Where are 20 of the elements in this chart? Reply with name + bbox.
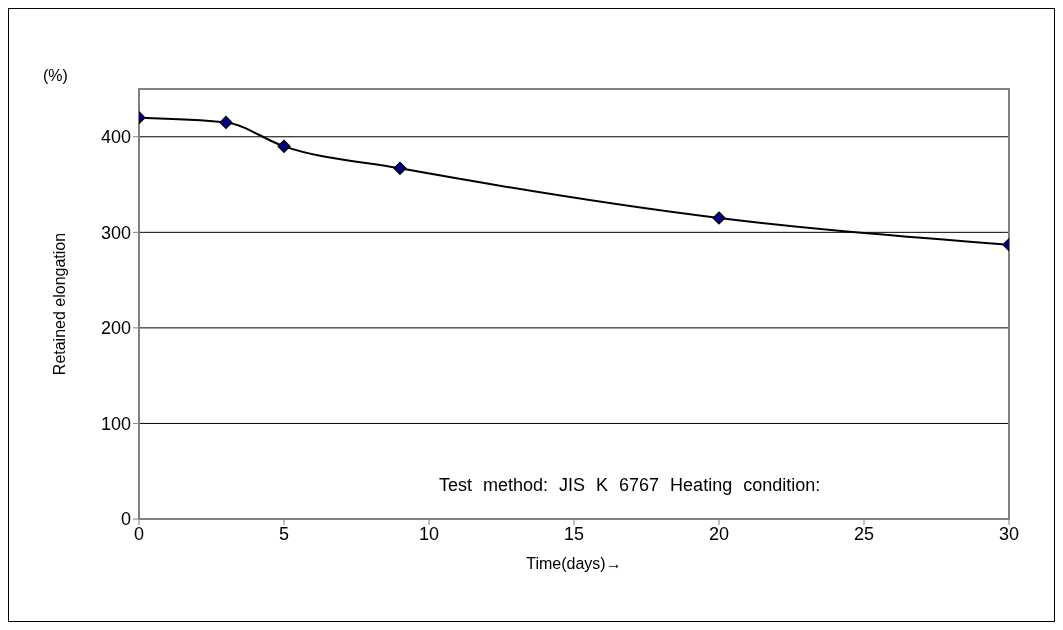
y-tick-label: 100 xyxy=(100,413,131,434)
x-axis-title: Time(days)→ xyxy=(526,555,622,572)
x-tick-label: 10 xyxy=(418,523,440,544)
y-axis-title: Retained elongation xyxy=(50,232,68,376)
point xyxy=(277,139,291,153)
x-tick-label: 15 xyxy=(563,523,585,544)
x-tick-label: 5 xyxy=(278,523,290,544)
y-tick-label: 0 xyxy=(120,509,131,530)
y-tick-label: 200 xyxy=(100,318,131,339)
text: (%) xyxy=(43,67,68,85)
y-tick-label: 300 xyxy=(100,222,131,243)
x-tick-label: 30 xyxy=(998,523,1020,544)
y-tick-label: 400 xyxy=(100,127,131,148)
point xyxy=(393,161,407,175)
x-tick-label: 20 xyxy=(708,523,730,544)
annotation: Test method: JIS K 6767 Heating condition: xyxy=(439,475,821,496)
x-tick-label: 25 xyxy=(853,523,875,544)
point xyxy=(219,115,233,130)
point xyxy=(712,211,726,225)
x-tick-label: 0 xyxy=(133,523,145,544)
